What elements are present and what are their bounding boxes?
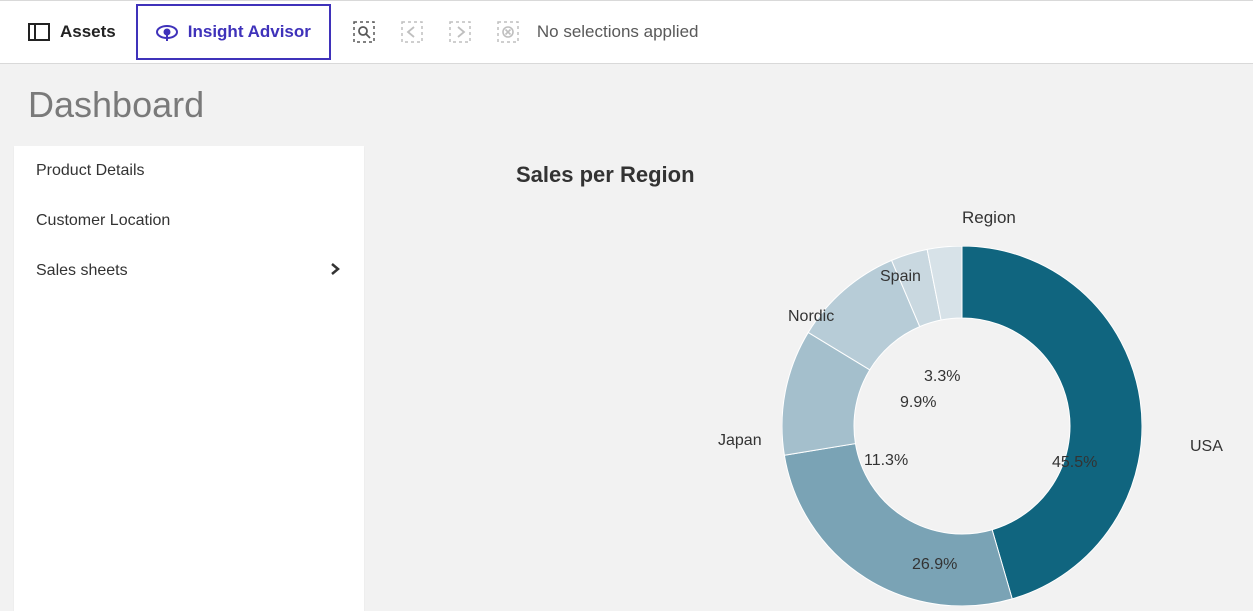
chevron-right-icon xyxy=(328,262,342,281)
assets-label: Assets xyxy=(60,22,116,42)
panel-item-sales-sheets[interactable]: Sales sheets xyxy=(14,246,364,296)
slice-label-japan: Japan xyxy=(718,432,762,450)
slice-pct-usa: 45.5% xyxy=(1052,454,1097,472)
donut-chart[interactable]: Region Spain Nordic Japan USA 3.3% 9.9% 11.3% 26… xyxy=(504,194,1224,611)
no-selections-text: No selections applied xyxy=(537,22,699,42)
insight-label: Insight Advisor xyxy=(188,22,311,42)
chart-title: Sales per Region xyxy=(504,146,1253,194)
topbar: Assets Insight Advisor No selections app… xyxy=(0,0,1253,64)
slice-pct-spain: 3.3% xyxy=(924,368,960,386)
page-title: Dashboard xyxy=(0,64,1253,146)
step-forward-icon[interactable] xyxy=(449,21,471,43)
step-back-icon[interactable] xyxy=(401,21,423,43)
filter-panel: Product Details Customer Location Sales sh… xyxy=(14,146,364,611)
insight-advisor-tab[interactable]: Insight Advisor xyxy=(136,4,331,60)
slice-label-spain: Spain xyxy=(880,268,921,286)
smart-search-icon[interactable] xyxy=(353,21,375,43)
slice-pct-japan: 11.3% xyxy=(864,452,908,470)
slice-pct-nordic: 9.9% xyxy=(900,394,936,412)
clear-selections-icon[interactable] xyxy=(497,21,519,43)
legend-title: Region xyxy=(962,208,1016,228)
insight-icon xyxy=(156,23,178,41)
selection-toolbar xyxy=(353,21,519,43)
assets-tab[interactable]: Assets xyxy=(8,4,136,60)
slice-label-nordic: Nordic xyxy=(788,308,834,326)
slice-label-usa: USA xyxy=(1190,438,1223,456)
panel-item-label: Customer Location xyxy=(36,212,170,230)
panel-item-customer-location[interactable]: Customer Location xyxy=(14,196,364,246)
slice-pct-uk: 26.9% xyxy=(912,556,957,574)
panel-item-label: Product Details xyxy=(36,162,145,180)
panel-item-product-details[interactable]: Product Details xyxy=(14,146,364,196)
chart-area: Sales per Region Region Spain Nordic Japan U… xyxy=(504,146,1253,611)
assets-icon xyxy=(28,23,50,41)
panel-item-label: Sales sheets xyxy=(36,262,128,280)
content-row: Product Details Customer Location Sales sh… xyxy=(0,146,1253,611)
